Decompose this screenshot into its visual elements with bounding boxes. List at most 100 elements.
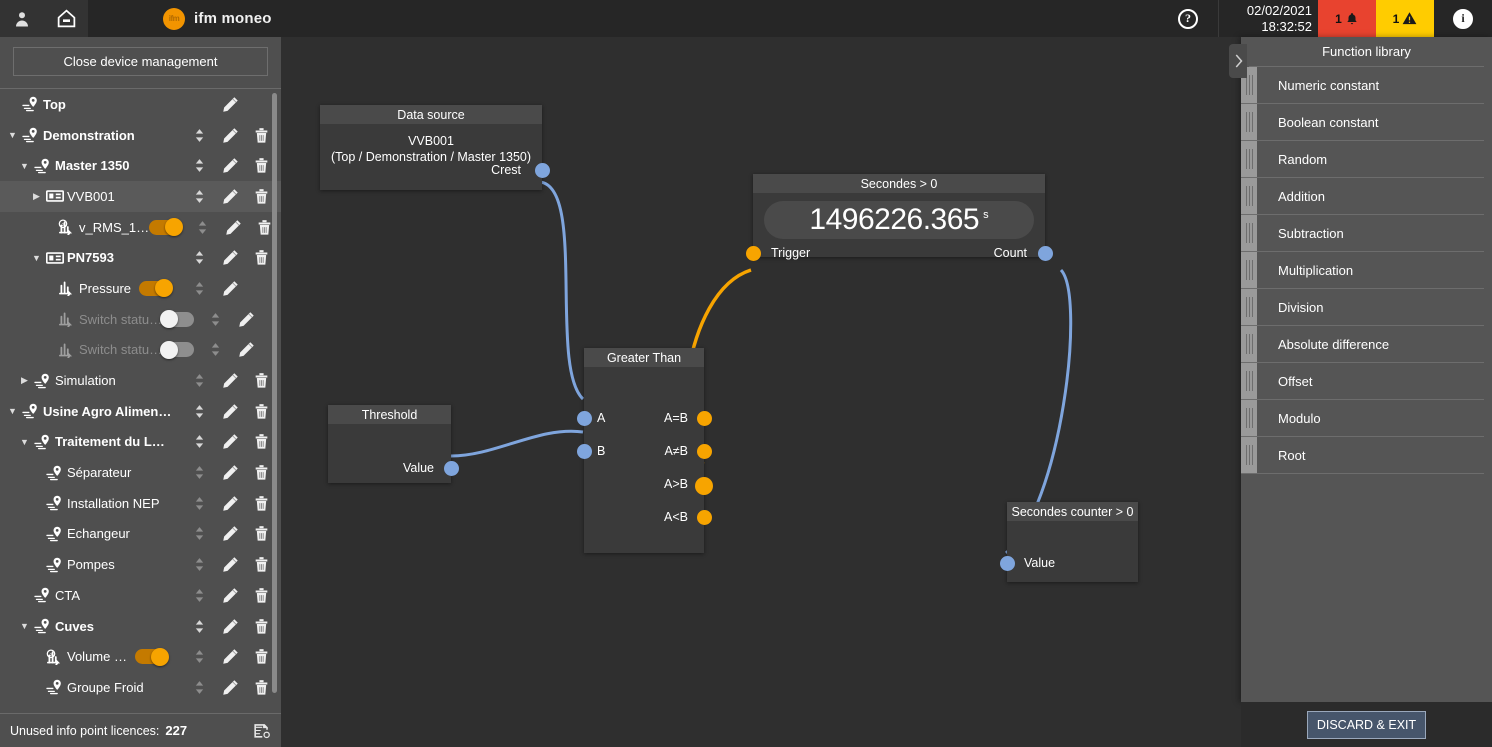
tree-sort-button[interactable] bbox=[184, 496, 215, 511]
function-library-item[interactable]: Absolute difference bbox=[1241, 326, 1484, 363]
tree-item-toggle[interactable] bbox=[134, 647, 169, 666]
tree-sort-button[interactable] bbox=[184, 404, 215, 419]
function-library-item[interactable]: Multiplication bbox=[1241, 252, 1484, 289]
function-library-item[interactable]: Subtraction bbox=[1241, 215, 1484, 252]
function-library-item[interactable]: Numeric constant bbox=[1241, 67, 1484, 104]
tree-edit-button[interactable] bbox=[218, 219, 249, 236]
function-library-item[interactable]: Offset bbox=[1241, 363, 1484, 400]
sidebar-scrollbar-thumb[interactable] bbox=[272, 93, 277, 693]
tree-edit-button[interactable] bbox=[215, 372, 246, 389]
tree-item-toggle[interactable] bbox=[139, 279, 174, 298]
alarm-indicator[interactable]: 1 bbox=[1318, 0, 1376, 37]
tree-delete-button[interactable] bbox=[246, 157, 277, 174]
help-button[interactable]: ? bbox=[1158, 0, 1218, 37]
tree-edit-button[interactable] bbox=[215, 648, 246, 665]
tree-delete-button[interactable] bbox=[246, 249, 277, 266]
tree-sort-button[interactable] bbox=[184, 526, 215, 541]
tree-caret[interactable]: ▼ bbox=[8, 406, 17, 417]
function-library-item[interactable]: Root bbox=[1241, 437, 1484, 474]
output-port-a-gt-b[interactable] bbox=[695, 477, 713, 495]
tree-row[interactable]: ▼ Cuves bbox=[0, 611, 281, 642]
tree-edit-button[interactable] bbox=[215, 679, 246, 696]
tree-row[interactable]: ▶ VVB001 bbox=[0, 181, 281, 212]
tree-row[interactable]: ▼ Demonstration bbox=[0, 120, 281, 151]
tree-edit-button[interactable] bbox=[231, 341, 262, 358]
drag-handle-icon[interactable] bbox=[1241, 400, 1257, 436]
drag-handle-icon[interactable] bbox=[1241, 437, 1257, 473]
tree-edit-button[interactable] bbox=[215, 127, 246, 144]
tree-row[interactable]: Switch statu… bbox=[0, 335, 281, 366]
drag-handle-icon[interactable] bbox=[1241, 252, 1257, 288]
tree-item-toggle[interactable] bbox=[149, 218, 184, 237]
tree-edit-button[interactable] bbox=[215, 464, 246, 481]
output-port-count[interactable] bbox=[1037, 246, 1053, 261]
tree-row[interactable]: ▶ Simulation bbox=[0, 365, 281, 396]
sidebar-scrollbar-track[interactable] bbox=[272, 89, 279, 713]
tree-delete-button[interactable] bbox=[246, 587, 277, 604]
tree-delete-button[interactable] bbox=[246, 495, 277, 512]
tree-caret[interactable]: ▼ bbox=[32, 252, 41, 263]
output-port-a-neq-b[interactable] bbox=[696, 444, 712, 459]
tree-delete-button[interactable] bbox=[246, 188, 277, 205]
tree-row[interactable]: Echangeur bbox=[0, 519, 281, 550]
tree-sort-button[interactable] bbox=[184, 588, 215, 603]
input-port-value[interactable] bbox=[999, 556, 1015, 571]
tree-row[interactable]: Groupe Froid bbox=[0, 672, 281, 703]
node-greater-than[interactable]: Greater Than A B A=B A≠B A>B A<B bbox=[576, 348, 713, 553]
tree-sort-button[interactable] bbox=[184, 434, 215, 449]
tree-edit-button[interactable] bbox=[215, 188, 246, 205]
tree-edit-button[interactable] bbox=[215, 96, 246, 113]
tree-delete-button[interactable] bbox=[246, 372, 277, 389]
input-port-trigger[interactable] bbox=[745, 246, 761, 261]
input-port-b[interactable] bbox=[576, 444, 592, 459]
tree-delete-button[interactable] bbox=[246, 403, 277, 420]
tree-delete-button[interactable] bbox=[246, 464, 277, 481]
drag-handle-icon[interactable] bbox=[1241, 326, 1257, 362]
output-port-a-eq-b[interactable] bbox=[696, 411, 712, 426]
drag-handle-icon[interactable] bbox=[1241, 215, 1257, 251]
tree-row[interactable]: Top bbox=[0, 89, 281, 120]
tree-caret[interactable]: ▼ bbox=[20, 436, 29, 447]
licence-document-icon[interactable] bbox=[252, 721, 271, 740]
tree-row[interactable]: 2 v_RMS_1… bbox=[0, 212, 281, 243]
tree-edit-button[interactable] bbox=[215, 587, 246, 604]
tree-edit-button[interactable] bbox=[231, 311, 262, 328]
tree-item-toggle[interactable] bbox=[160, 310, 195, 329]
tree-edit-button[interactable] bbox=[215, 433, 246, 450]
tree-row[interactable]: CTA bbox=[0, 580, 281, 611]
tree-edit-button[interactable] bbox=[215, 157, 246, 174]
tree-item-toggle[interactable] bbox=[160, 340, 195, 359]
tree-edit-button[interactable] bbox=[215, 618, 246, 635]
tree-caret[interactable]: ▶ bbox=[21, 375, 28, 386]
drag-handle-icon[interactable] bbox=[1241, 363, 1257, 399]
tree-caret[interactable]: ▼ bbox=[20, 621, 29, 632]
output-port-a-lt-b[interactable] bbox=[696, 510, 712, 525]
tree-delete-button[interactable] bbox=[246, 525, 277, 542]
drag-handle-icon[interactable] bbox=[1241, 104, 1257, 140]
tree-row[interactable]: Pressure bbox=[0, 273, 281, 304]
tree-caret[interactable]: ▶ bbox=[33, 190, 40, 201]
home-button[interactable] bbox=[44, 0, 88, 37]
tree-sort-button[interactable] bbox=[184, 281, 215, 296]
tree-row[interactable]: ▼ Master 1350 bbox=[0, 150, 281, 181]
drag-handle-icon[interactable] bbox=[1241, 289, 1257, 325]
function-library-item[interactable]: Modulo bbox=[1241, 400, 1484, 437]
tree-delete-button[interactable] bbox=[246, 127, 277, 144]
tree-sort-button[interactable] bbox=[184, 465, 215, 480]
input-port-a[interactable] bbox=[576, 411, 592, 426]
tree-delete-button[interactable] bbox=[246, 618, 277, 635]
tree-sort-button[interactable] bbox=[184, 619, 215, 634]
collapse-panel-button[interactable] bbox=[1229, 44, 1247, 78]
output-port-value[interactable] bbox=[443, 461, 459, 476]
tree-sort-button[interactable] bbox=[200, 342, 231, 357]
tree-caret[interactable]: ▼ bbox=[8, 130, 17, 141]
function-library-item[interactable]: Random bbox=[1241, 141, 1484, 178]
tree-row[interactable]: Installation NEP bbox=[0, 488, 281, 519]
tree-edit-button[interactable] bbox=[215, 556, 246, 573]
node-threshold[interactable]: Threshold Value bbox=[328, 405, 459, 483]
tree-caret[interactable]: ▼ bbox=[20, 160, 29, 171]
tree-sort-button[interactable] bbox=[184, 649, 215, 664]
node-secondes-counter[interactable]: Secondes > 0 1496226.365 s Trigger Count bbox=[745, 174, 1053, 261]
tree-delete-button[interactable] bbox=[246, 648, 277, 665]
tree-row[interactable]: 2 Volume … bbox=[0, 641, 281, 672]
